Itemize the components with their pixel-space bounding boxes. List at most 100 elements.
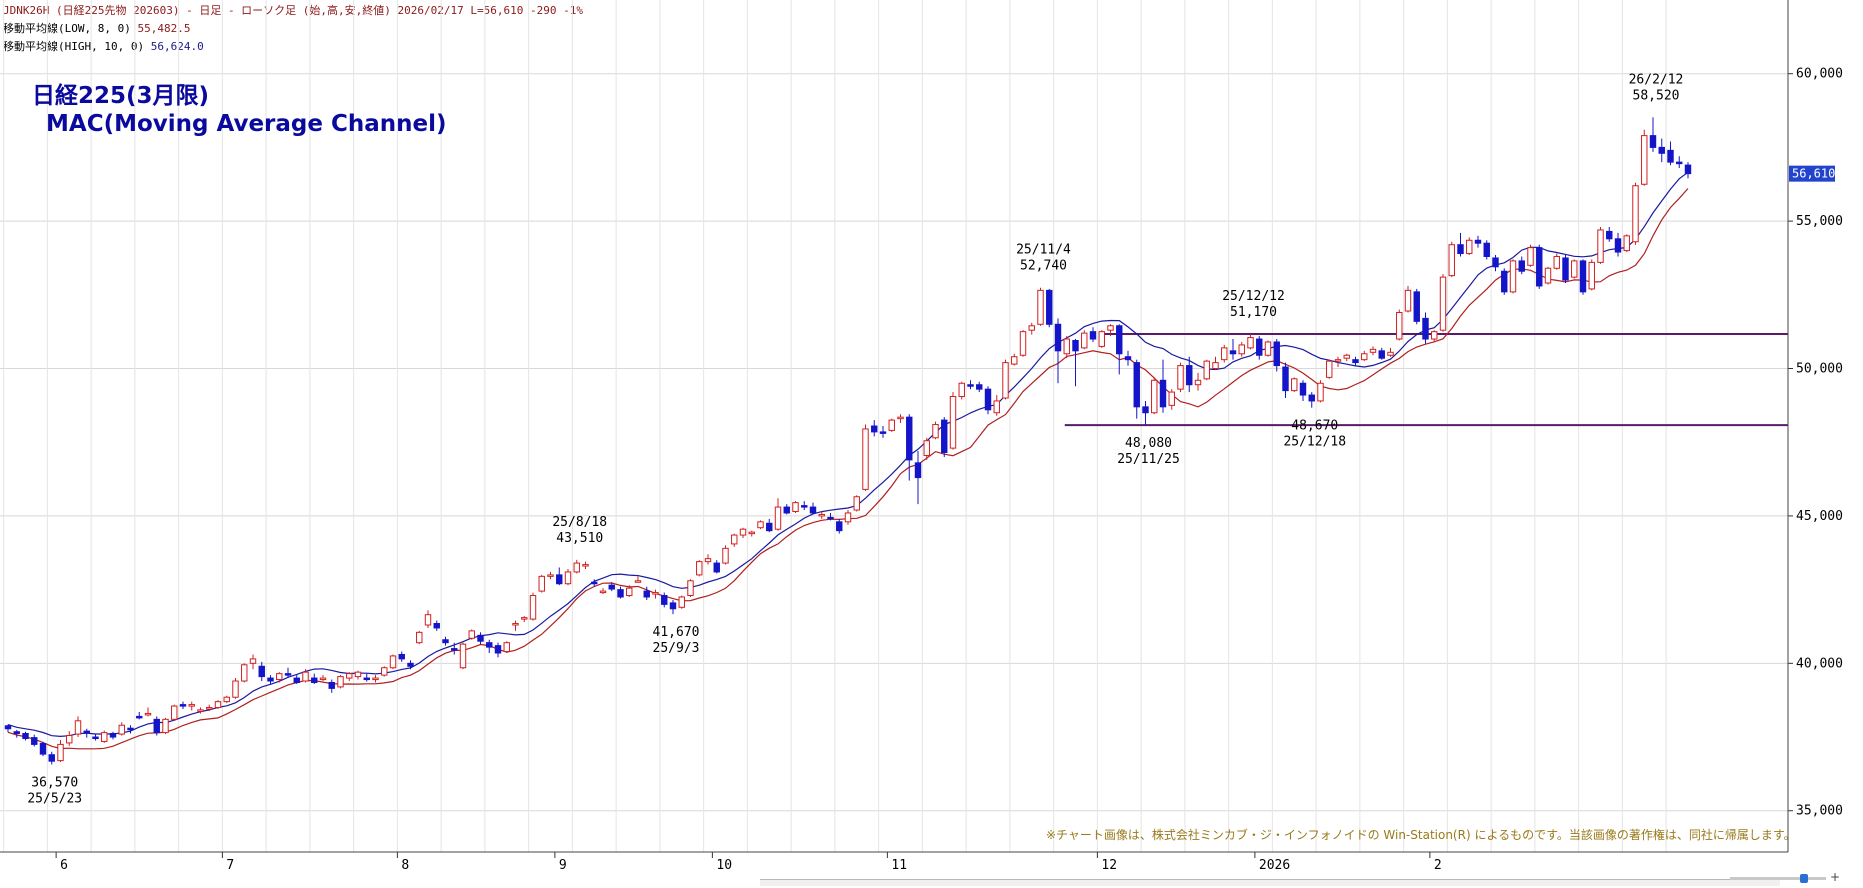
candle-down xyxy=(433,620,440,631)
candle-up xyxy=(923,437,930,460)
candle-up xyxy=(521,616,528,623)
candle-body xyxy=(1203,360,1210,380)
candle-body xyxy=(39,743,47,755)
candle-body xyxy=(486,642,493,648)
candle-down xyxy=(1229,339,1237,360)
candle-up xyxy=(678,595,685,609)
candle-up xyxy=(144,707,152,717)
annotation-date: 25/5/23 xyxy=(27,791,82,806)
annotation-layer: 36,57025/5/2325/8/1843,51041,67025/9/325… xyxy=(27,72,1683,806)
candle-body xyxy=(319,677,327,681)
candle-down xyxy=(661,592,668,608)
x-tick-label: 9 xyxy=(559,858,567,873)
candle-body xyxy=(1562,257,1569,281)
candle-body xyxy=(739,528,747,536)
horizontal-scrollbar[interactable] xyxy=(760,879,1780,886)
candle-up xyxy=(1063,336,1070,359)
candle-body xyxy=(503,642,510,653)
candle-body xyxy=(1404,289,1412,312)
candle-down xyxy=(809,502,817,515)
candle-up xyxy=(1011,353,1018,366)
candle-body xyxy=(1299,382,1307,396)
candle-up xyxy=(1264,340,1272,357)
candle-up xyxy=(949,392,957,450)
candle-body xyxy=(1273,341,1280,367)
candle-body xyxy=(1238,344,1245,355)
candle-up xyxy=(354,670,362,680)
candle-body xyxy=(967,384,974,387)
candle-down xyxy=(914,451,922,505)
candle-body xyxy=(22,732,29,739)
candle-body xyxy=(1553,255,1560,269)
candle-body xyxy=(888,419,895,431)
candle-body xyxy=(591,581,598,585)
candle-down xyxy=(442,636,449,646)
annotation-value: 41,670 xyxy=(653,625,700,640)
candle-body xyxy=(232,680,239,698)
candle-body xyxy=(1422,317,1429,340)
candle-body xyxy=(1466,239,1473,255)
candle-up xyxy=(652,589,659,599)
candle-body xyxy=(1221,347,1228,361)
candle-down xyxy=(284,667,292,679)
candle-body xyxy=(1282,366,1289,392)
x-tick-label: 6 xyxy=(60,858,68,873)
annotation-date: 25/9/3 xyxy=(653,641,700,656)
candle-up xyxy=(1641,129,1648,186)
candle-down xyxy=(1579,259,1587,295)
candle-up xyxy=(1317,380,1324,403)
candle-body xyxy=(564,571,572,585)
candle-body xyxy=(643,590,650,598)
candle-up xyxy=(1326,359,1333,379)
candle-body xyxy=(713,562,720,573)
candle-up xyxy=(696,560,703,577)
candle-body xyxy=(494,645,502,654)
candle-body xyxy=(83,730,90,734)
candle-body xyxy=(109,732,117,738)
candle-up xyxy=(1194,372,1202,391)
candle-up xyxy=(1098,330,1105,348)
candle-body xyxy=(1658,146,1665,154)
candle-down xyxy=(871,420,878,437)
candle-up xyxy=(459,642,467,670)
candle-down xyxy=(1124,350,1132,366)
candle-body xyxy=(284,673,292,676)
candle-body xyxy=(1501,270,1508,293)
candle-body xyxy=(328,681,335,689)
annotation-date: 25/12/18 xyxy=(1283,435,1346,450)
candle-down xyxy=(494,642,502,658)
candle-down xyxy=(1256,336,1263,360)
candle-up xyxy=(1081,330,1088,350)
candle-up xyxy=(1396,309,1403,341)
candle-body xyxy=(144,712,152,716)
chart-title: 日経225(3月限) MAC(Moving Average Channel) xyxy=(32,82,447,138)
candle-up xyxy=(1168,389,1175,410)
candle-up xyxy=(818,511,825,519)
candle-down xyxy=(556,567,563,586)
candle-body xyxy=(153,718,160,734)
candle-up xyxy=(468,629,475,640)
zoom-plus-icon[interactable]: + xyxy=(1830,870,1841,884)
candle-body xyxy=(879,431,887,434)
candle-up xyxy=(1037,287,1044,326)
candle-down xyxy=(1273,339,1280,372)
candle-body xyxy=(424,614,432,626)
zoom-slider[interactable]: + xyxy=(1730,870,1846,884)
candle-down xyxy=(311,673,318,684)
candle-up xyxy=(1623,234,1630,253)
moving-average-lines xyxy=(7,171,1689,750)
candle-down xyxy=(1186,356,1193,393)
candle-up xyxy=(66,731,73,746)
candle-up xyxy=(1221,344,1228,363)
candle-body xyxy=(354,671,362,678)
candle-down xyxy=(1483,240,1490,260)
candle-body xyxy=(1151,379,1158,414)
candle-body xyxy=(529,595,537,620)
candle-body xyxy=(792,502,799,512)
candle-up xyxy=(853,495,860,512)
candle-up xyxy=(1553,253,1560,270)
zoom-slider-knob[interactable] xyxy=(1800,874,1808,883)
candle-body xyxy=(1614,238,1622,253)
